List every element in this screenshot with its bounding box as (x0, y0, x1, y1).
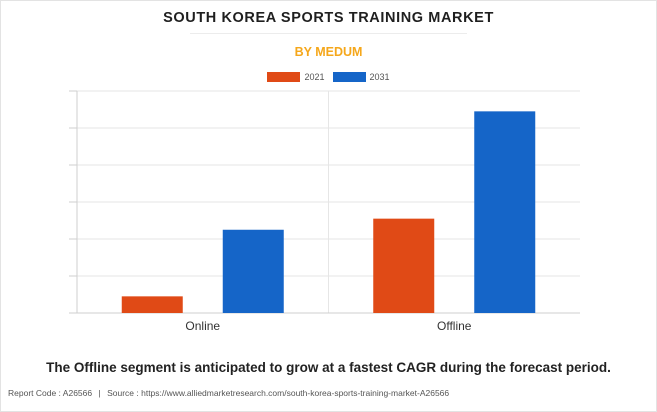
legend-label-2031: 2031 (369, 72, 390, 82)
bar-offline-2021 (373, 218, 435, 313)
bar-offline-2031 (474, 111, 536, 313)
footer-separator: | (98, 388, 101, 398)
title-divider (190, 33, 467, 34)
legend-label-2021: 2021 (304, 72, 325, 82)
legend-swatch-2021 (267, 72, 301, 82)
chart-title: SOUTH KOREA SPORTS TRAINING MARKET (163, 10, 494, 26)
chart-legend: 2021 2031 (0, 72, 657, 82)
legend-item-2021[interactable]: 2021 (267, 72, 325, 82)
x-tick-label: Offline (437, 319, 472, 333)
x-tick-label: Online (185, 319, 220, 333)
footer: Report Code : A26566 | Source : https://… (8, 388, 653, 398)
legend-item-2031[interactable]: 2031 (332, 72, 390, 82)
chart-caption: The Offline segment is anticipated to gr… (46, 360, 611, 375)
legend-swatch-2031 (332, 72, 366, 82)
bar-online-2031 (222, 229, 284, 313)
chart-subtitle: BY MEDUM (294, 45, 363, 59)
report-code: Report Code : A26566 (8, 388, 93, 398)
bar-chart: Online Offline (69, 90, 580, 333)
bar-online-2021 (121, 296, 183, 313)
source-text[interactable]: Source : https://www.alliedmarketresearc… (107, 388, 450, 398)
